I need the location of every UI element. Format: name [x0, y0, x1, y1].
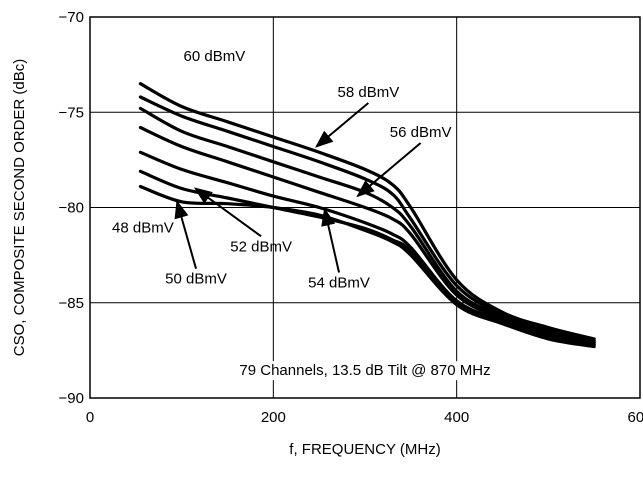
y-tick-label: −70 — [59, 9, 84, 26]
x-tick-label: 0 — [86, 409, 94, 426]
x-axis-title: f, FREQUENCY (MHz) — [289, 441, 440, 458]
series-line-48-dbmv — [138, 184, 596, 349]
series-label: 54 dBmV — [308, 275, 370, 292]
series-label-arrow — [193, 187, 262, 238]
series-label: 52 dBmV — [230, 238, 292, 255]
x-tick-labels: 0 200 400 600 — [86, 409, 643, 426]
series-line-58-dbmv — [138, 95, 596, 343]
series-label: 50 dBmV — [165, 271, 227, 288]
series-line-60-dbmv — [138, 82, 596, 341]
y-tick-labels: −70 −75 −80 −85 −90 — [59, 9, 84, 407]
series-label: 56 dBmV — [390, 124, 452, 141]
x-tick-label: 600 — [627, 409, 643, 426]
series-label: 60 dBmV — [184, 48, 246, 65]
series-label-arrow — [321, 207, 340, 273]
series-line-54-dbmv — [138, 125, 596, 345]
x-tick-label: 200 — [261, 409, 286, 426]
series-label: 58 dBmV — [338, 84, 400, 101]
series-line-52-dbmv — [138, 150, 596, 347]
series-lines — [138, 82, 596, 349]
y-tick-label: −80 — [59, 200, 84, 217]
chart-note-background — [236, 361, 494, 381]
series-label-arrow — [315, 102, 369, 148]
series-line-50-dbmv — [138, 169, 596, 347]
series-label: 48 dBmV — [112, 219, 174, 236]
series-label-arrow — [174, 200, 197, 269]
series-line-56-dbmv — [138, 106, 596, 345]
y-axis-title: CSO, COMPOSITE SECOND ORDER (dBc) — [11, 59, 28, 357]
series-label-arrow — [356, 142, 422, 198]
plot-frame — [89, 16, 641, 399]
y-tick-label: −85 — [59, 295, 84, 312]
y-tick-label: −75 — [59, 104, 84, 121]
chart-note: 79 Channels, 13.5 dB Tilt @ 870 MHz — [239, 362, 490, 379]
y-tick-label: −90 — [59, 390, 84, 407]
x-tick-label: 400 — [444, 409, 469, 426]
